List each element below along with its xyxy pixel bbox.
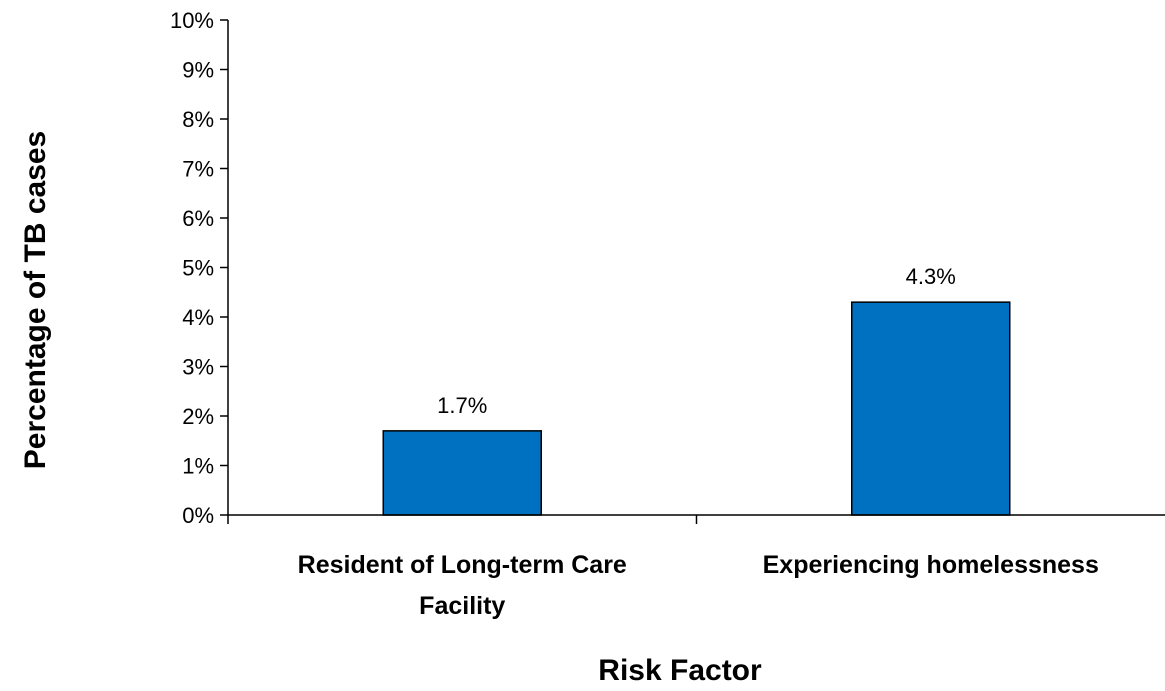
y-tick-label: 8%: [182, 107, 214, 132]
axes-group: 0% 1% 2% 3% 4% 5% 6% 7% 8% 9% 10%: [170, 8, 1165, 528]
data-label: 1.7%: [437, 393, 487, 418]
y-tick-label: 6%: [182, 206, 214, 231]
x-category-label-line: Resident of Long-term Care: [298, 551, 627, 579]
bar: [382, 430, 542, 516]
y-tick-label: 0%: [182, 503, 214, 528]
y-tick-label: 5%: [182, 256, 214, 281]
bar: [851, 301, 1011, 516]
y-tick-label: 10%: [170, 8, 214, 33]
y-axis-title: Percentage of TB cases: [19, 131, 52, 469]
x-category-label-line: Facility: [419, 592, 505, 620]
bars-group: [382, 301, 1011, 516]
y-tick-label: 7%: [182, 157, 214, 182]
y-tick-label: 1%: [182, 454, 214, 479]
x-category-label: Resident of Long-term Care Facility: [298, 551, 627, 620]
labels-group: 1.7% Resident of Long-term Care Facility 4.…: [298, 264, 1099, 620]
y-tick-label: 9%: [182, 58, 214, 83]
x-axis-title: Risk Factor: [598, 654, 762, 687]
y-tick-label: 2%: [182, 404, 214, 429]
y-tick-label: 4%: [182, 305, 214, 330]
y-tick-label: 3%: [182, 355, 214, 380]
data-label: 4.3%: [906, 264, 956, 289]
x-category-label: Experiencing homelessness: [763, 551, 1099, 579]
x-category-label-line: Experiencing homelessness: [763, 551, 1099, 579]
